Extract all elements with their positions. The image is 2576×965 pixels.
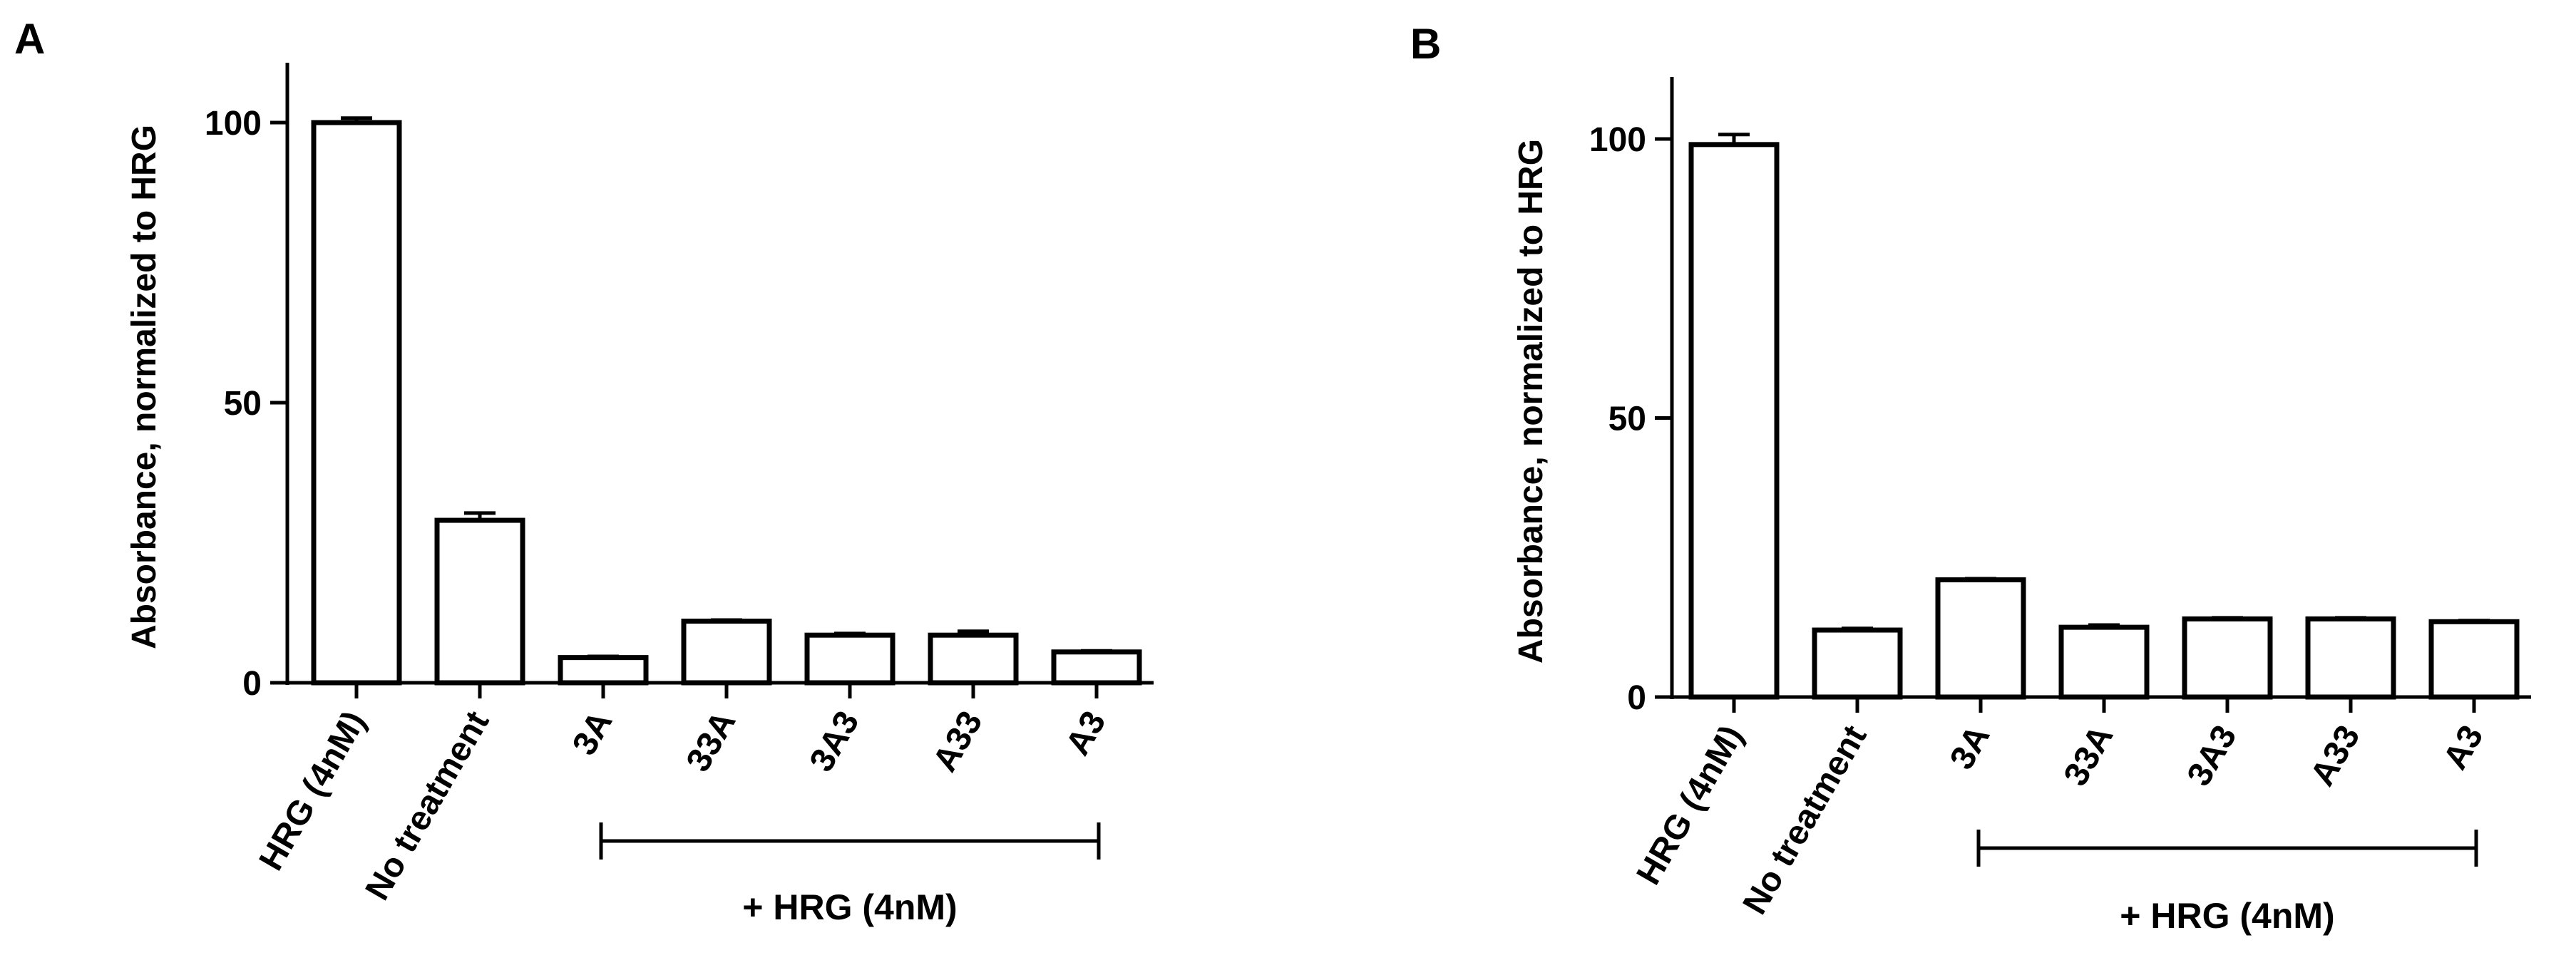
y-tick-label: 50 — [224, 385, 262, 423]
y-tick-label: 100 — [205, 105, 262, 143]
group-label: + HRG (4nM) — [2120, 896, 2334, 936]
x-tick-label: 3A — [1943, 719, 1998, 776]
bar — [928, 632, 1019, 686]
bar — [1688, 142, 1780, 700]
y-tick-label: 0 — [1627, 679, 1646, 717]
panel-a-letter: A — [14, 15, 45, 63]
x-tick-label: No treatment — [1736, 719, 1874, 921]
x-tick-label: HRG (4nM) — [252, 705, 374, 877]
x-tick-label: A3 — [2436, 719, 2491, 776]
x-tick-label: 3A — [565, 705, 620, 762]
bar — [311, 120, 402, 686]
x-tick-label: A33 — [926, 705, 990, 778]
x-tick-label: 3A3 — [2180, 719, 2244, 793]
group-label: + HRG (4nM) — [742, 887, 957, 927]
panel-b-chart: B 0 50 100 Absorbance, normalized to HRG HRG … — [1410, 20, 2531, 936]
bar — [2058, 624, 2150, 700]
y-tick-label: 50 — [1608, 401, 1646, 438]
panel-a-chart: A 0 50 100 Absorbance, normalized to HRG HRG … — [14, 15, 1154, 927]
bar — [2305, 616, 2396, 700]
bar — [2428, 619, 2520, 700]
x-tick-label: 33A — [679, 705, 744, 778]
panel-b-letter: B — [1410, 20, 1441, 68]
y-axis-title: Absorbance, normalized to HRG — [125, 125, 163, 649]
x-tick-label: 33A — [2057, 719, 2121, 793]
y-axis-title: Absorbance, normalized to HRG — [1512, 139, 1550, 664]
x-tick-label: 3A3 — [803, 705, 867, 778]
bar — [434, 517, 525, 686]
bar — [1812, 627, 1903, 700]
bar — [1051, 649, 1142, 686]
bar — [558, 655, 649, 686]
x-tick-label: A33 — [2304, 719, 2368, 793]
y-tick-label: 100 — [1589, 121, 1646, 159]
x-tick-label: No treatment — [359, 705, 497, 907]
bar — [681, 619, 772, 686]
bar — [2182, 616, 2273, 700]
bar — [1935, 577, 2026, 700]
x-tick-label: A3 — [1059, 705, 1114, 762]
x-tick-label: HRG (4nM) — [1630, 719, 1751, 891]
bar — [804, 632, 896, 686]
y-tick-label: 0 — [242, 665, 262, 703]
